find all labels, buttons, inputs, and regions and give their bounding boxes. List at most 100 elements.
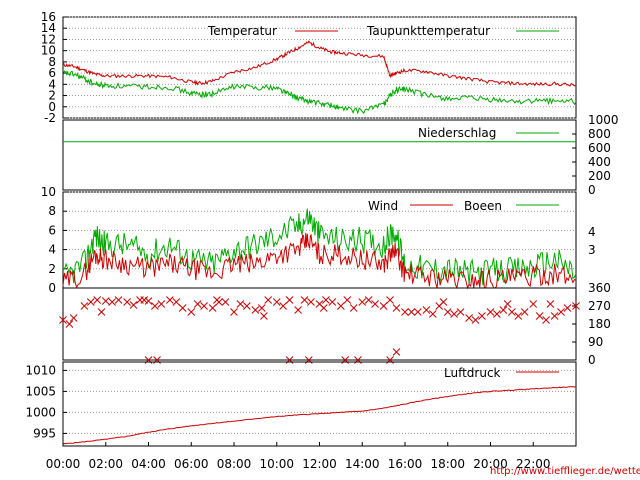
wind-direction-point [80, 302, 89, 310]
wind-direction-point [471, 316, 480, 324]
wind-direction-point [140, 296, 149, 304]
wind-direction-point [465, 314, 473, 322]
wind-direction-point [187, 308, 196, 316]
pressure-y-ticks: 1010 1005 1000 995 [25, 363, 67, 440]
temperature-y-tick-10: 10 [41, 44, 56, 58]
wind-direction-point [493, 310, 501, 318]
pressure-y-tick-1000: 1000 [25, 405, 56, 419]
wind-direction-point [535, 312, 544, 320]
wind-direction-point [503, 300, 512, 308]
wind-direction-point [322, 296, 330, 304]
wind-direction-point [166, 296, 174, 304]
wind-direction-point [520, 308, 529, 316]
temperature-y-tick-12: 12 [41, 32, 56, 46]
x-tick-04:00: 04:00 [131, 457, 166, 471]
wind-y-tick-10: 10 [41, 185, 56, 199]
wind-right-tick-3: 3 [588, 243, 596, 257]
legend-taupunkt-label: Taupunkttemperatur [366, 24, 490, 38]
pressure-series [62, 386, 577, 445]
wind-direction-y-tick-360: 360 [588, 281, 611, 295]
series-temperatur-line [62, 40, 577, 87]
wind-direction-point [242, 302, 251, 310]
wind-direction-point [294, 306, 302, 314]
x-tick-14:00: 14:00 [345, 457, 380, 471]
x-tick-22:00: 22:00 [516, 457, 551, 471]
wind-panel: 10 8 6 4 2 0 4 3 Wind Boeen [41, 185, 596, 295]
wind-direction-panel: 360 270 180 90 0 [59, 281, 611, 367]
wind-direction-point [193, 300, 202, 308]
wind-direction-point [456, 308, 465, 316]
wind-direction-point [542, 316, 550, 324]
wind-direction-point [486, 308, 495, 316]
x-tick-06:00: 06:00 [174, 457, 209, 471]
wind-direction-point [379, 302, 388, 310]
legend-luftdruck-label: Luftdruck [444, 366, 501, 380]
wind-y-tick-4: 4 [48, 243, 56, 257]
wind-direction-point [343, 296, 352, 304]
temperature-series [62, 40, 577, 115]
precipitation-y-tick-200: 200 [588, 169, 611, 183]
wind-direction-point [264, 296, 273, 304]
pressure-y-tick-995: 995 [33, 426, 56, 440]
precipitation-y-tick-1000: 1000 [588, 113, 619, 127]
wind-direction-point [151, 302, 159, 310]
wind-direction-point [200, 302, 208, 310]
wind-y-tick-6: 6 [48, 223, 56, 237]
wind-direction-point [129, 301, 138, 309]
wind-direction-point [319, 304, 328, 312]
wind-direction-point [236, 300, 245, 308]
wind-direction-point [349, 304, 358, 312]
wind-direction-point [279, 302, 288, 310]
wind-direction-point [557, 308, 565, 316]
wind-y-tick-8: 8 [48, 204, 56, 218]
wind-direction-point [230, 308, 238, 316]
wind-direction-points [59, 296, 580, 364]
wind-direction-point [514, 312, 523, 320]
x-tick-20:00: 20:00 [473, 457, 508, 471]
wind-direction-point [101, 297, 110, 305]
wind-direction-y-tick-0: 0 [588, 353, 596, 367]
x-tick-12:00: 12:00 [302, 457, 337, 471]
wind-direction-point [478, 312, 486, 320]
wind-direction-point [114, 296, 123, 304]
wind-direction-point [300, 296, 309, 304]
temperature-y-tick-14: 14 [41, 21, 56, 35]
wind-direction-point [65, 320, 74, 328]
pressure-y-tick-1005: 1005 [25, 384, 56, 398]
legend-temperatur-label: Temperatur [207, 24, 277, 38]
wind-direction-point [86, 298, 95, 306]
series-luftdruck-line [62, 386, 577, 445]
x-tick-00:00: 00:00 [46, 457, 81, 471]
wind-direction-point [450, 310, 459, 318]
wind-direction-point [328, 298, 337, 306]
series-taupunkttemperatur-line [62, 70, 577, 115]
wind-direction-point [392, 348, 401, 356]
legend-boeen-label: Boeen [464, 199, 502, 213]
wind-direction-point [508, 308, 516, 316]
wind-direction-y-tick-270: 270 [588, 299, 611, 313]
wind-y-tick-0: 0 [48, 281, 56, 295]
x-tick-02:00: 02:00 [88, 457, 123, 471]
wind-direction-point [208, 304, 217, 312]
wind-direction-point [392, 304, 401, 312]
x-tick-16:00: 16:00 [388, 457, 423, 471]
wind-direction-point [97, 308, 106, 316]
wind-direction-point [443, 308, 452, 316]
temperature-y-tick--2: -2 [44, 111, 56, 125]
wind-direction-point [439, 298, 448, 306]
wind-direction-point [401, 308, 409, 316]
wind-right-tick-4: 4 [588, 225, 596, 239]
wind-direction-point [386, 296, 394, 304]
precipitation-plot-frame [62, 119, 577, 191]
wind-y-tick-2: 2 [48, 262, 56, 276]
wind-direction-point [213, 296, 221, 304]
x-tick-18:00: 18:00 [430, 457, 465, 471]
wind-direction-point [157, 300, 166, 308]
source-url[interactable]: http://www.tiefflieger.de/wetter/ [490, 466, 640, 477]
temperature-y-tick-16: 16 [41, 10, 56, 24]
wind-direction-point [69, 314, 78, 322]
legend-wind-label: Wind [368, 199, 398, 213]
